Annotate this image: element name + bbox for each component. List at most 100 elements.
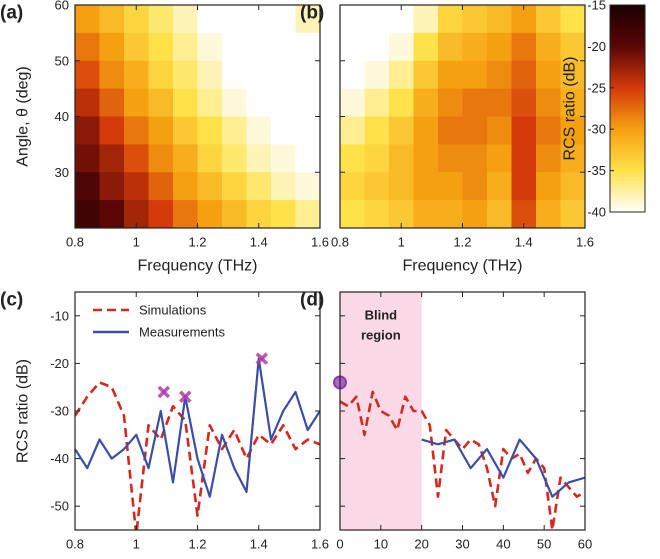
heat-cell [148,116,174,145]
heat-cell [438,5,463,34]
heat-cell [197,116,223,145]
heat-cell [340,88,365,117]
heat-cell [340,5,365,34]
heat-cell [295,60,320,90]
heat-cell [487,5,512,34]
heat-cell [197,200,223,228]
heat-cell [222,5,247,34]
heat-cell [364,32,390,62]
heat-cell [462,88,488,117]
x-tick-label: 1 [133,537,140,552]
heat-cell [246,116,272,145]
heat-cell [173,5,198,34]
heat-cell [511,60,537,90]
heat-cell [438,116,463,145]
heat-cell [462,32,488,62]
y-tick-label: -40 [50,451,69,466]
plot-area [75,357,320,530]
heat-cell [148,88,174,117]
x-tick-label: 50 [537,537,551,552]
plot-area [75,5,320,228]
heat-cell [536,88,561,117]
heat-cell [536,144,561,173]
heat-cell [271,5,296,34]
heat-cell [148,60,174,90]
marker [179,390,192,403]
legend-label: Measurements [139,325,225,340]
y-tick-label: -20 [50,356,69,371]
x-tick-label: 60 [578,537,592,552]
heat-cell [222,200,247,228]
panel-label: (b) [300,3,324,24]
heat-cell [99,88,125,117]
heat-cell [364,116,390,145]
heat-cell [389,60,414,90]
marker [255,352,269,365]
heat-cell [536,60,561,90]
y-tick-label: 40 [55,109,69,124]
heat-cell [364,200,390,228]
y-tick-label: -10 [50,308,69,323]
heat-cell [124,172,149,201]
heat-cell [438,88,463,117]
heat-cell [340,116,365,145]
heat-cell [295,200,320,228]
heat-cell [511,144,537,173]
heat-cell [99,172,125,201]
heat-cell [413,5,439,34]
heat-cell [222,144,247,173]
colorbar-label: RCS ratio (dB) [562,56,579,160]
heat-cell [75,116,100,145]
heat-cell [148,144,174,173]
y-tick-label: -30 [50,404,69,419]
heat-cell [271,200,296,228]
heat-cell [487,32,512,62]
x-tick-label: 0.8 [66,235,84,250]
heat-cell [413,172,439,201]
heat-cell [99,60,125,90]
heat-cell [75,200,100,228]
heat-cell [364,144,390,173]
heat-cell [271,144,296,173]
heat-cell [462,200,488,228]
heat-cell [438,172,463,201]
heat-cell [364,60,390,90]
heat-cell [124,144,149,173]
panel-label: (c) [0,290,23,311]
heat-cell [536,32,561,62]
heat-cell [222,32,247,62]
heat-cell [487,60,512,90]
region-label: Blind [365,308,398,323]
heat-cell [246,32,272,62]
heat-cell [295,88,320,117]
x-tick-label: 1.6 [576,235,594,250]
heat-cell [511,172,537,201]
heat-cell [340,172,365,201]
heat-cell [389,88,414,117]
heat-cell [271,116,296,145]
heat-cell [197,32,223,62]
heat-cell [413,144,439,173]
heat-cell [413,200,439,228]
heat-cell [438,32,463,62]
heat-cell [487,144,512,173]
heat-cell [295,172,320,201]
colorbar-tick-label: -25 [587,80,606,95]
heat-cell [246,144,272,173]
heat-cell [197,5,223,34]
heat-cell [173,88,198,117]
panel-label: (a) [0,3,23,24]
heat-cell [148,172,174,201]
heat-cell [511,116,537,145]
heat-cell [271,172,296,201]
heat-cell [438,200,463,228]
heat-cell [148,32,174,62]
shaded-region [340,292,422,530]
heat-cell [364,88,390,117]
heat-cell [536,116,561,145]
series-line [340,390,585,530]
x-tick-label: 1 [133,235,140,250]
x-tick-label: 1.2 [188,235,206,250]
heat-cell [75,60,100,90]
heat-cell [364,172,390,201]
